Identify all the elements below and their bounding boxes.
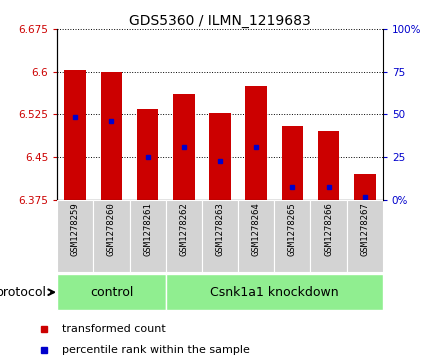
Bar [354, 174, 376, 200]
Bar [274, 200, 311, 272]
Bar [246, 86, 267, 200]
Bar [166, 274, 383, 310]
Text: protocol: protocol [0, 286, 47, 299]
Bar [137, 109, 158, 200]
Text: GSM1278265: GSM1278265 [288, 202, 297, 256]
Bar [202, 200, 238, 272]
Text: GSM1278260: GSM1278260 [107, 202, 116, 256]
Bar [129, 200, 166, 272]
Text: GSM1278264: GSM1278264 [252, 202, 260, 256]
Bar [64, 70, 86, 200]
Bar [166, 200, 202, 272]
Bar [173, 94, 194, 200]
Text: GSM1278266: GSM1278266 [324, 202, 333, 256]
Text: Csnk1a1 knockdown: Csnk1a1 knockdown [210, 286, 338, 299]
Text: GSM1278261: GSM1278261 [143, 202, 152, 256]
Text: control: control [90, 286, 133, 299]
Text: transformed count: transformed count [62, 324, 165, 334]
Bar [311, 200, 347, 272]
Bar [238, 200, 274, 272]
Bar [57, 200, 93, 272]
Text: GSM1278259: GSM1278259 [71, 202, 80, 256]
Text: percentile rank within the sample: percentile rank within the sample [62, 345, 249, 355]
Bar [282, 126, 303, 200]
Text: GSM1278262: GSM1278262 [180, 202, 188, 256]
Bar [347, 200, 383, 272]
Bar [101, 72, 122, 200]
Bar [57, 274, 166, 310]
Bar [93, 200, 129, 272]
Bar [209, 113, 231, 200]
Text: GSM1278263: GSM1278263 [216, 202, 224, 256]
Bar [318, 131, 339, 200]
Title: GDS5360 / ILMN_1219683: GDS5360 / ILMN_1219683 [129, 14, 311, 28]
Text: GSM1278267: GSM1278267 [360, 202, 369, 256]
